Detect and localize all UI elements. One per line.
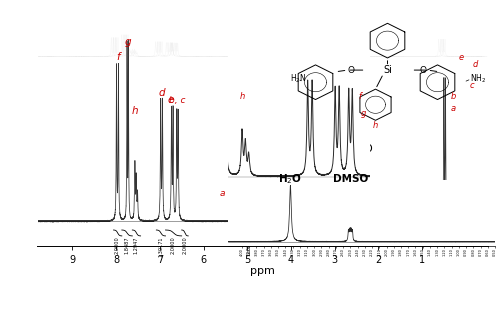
Text: 1.30171: 1.30171 [158,237,164,257]
X-axis label: ppm: ppm [250,266,275,276]
Text: h: h [132,106,138,117]
Text: d: d [473,60,478,69]
Text: a: a [219,189,224,198]
Text: 1.8487: 1.8487 [124,237,130,254]
Text: h: h [373,121,378,130]
Text: H$_2$N: H$_2$N [290,72,306,85]
Text: d: d [158,88,165,98]
Text: c: c [469,81,474,90]
Text: g: g [361,109,366,118]
Text: 2.0000: 2.0000 [247,237,252,254]
Text: Si: Si [383,65,392,75]
Text: H$_2$O: H$_2$O [278,172,302,186]
Text: 2.0000: 2.0000 [182,237,188,254]
Text: e: e [459,54,464,62]
Text: e: e [168,95,174,105]
Text: f: f [358,92,361,100]
Text: g: g [124,37,131,47]
Text: O: O [420,66,427,75]
Text: b: b [451,92,456,100]
Text: H$_2$O: H$_2$O [308,133,330,146]
Text: O: O [348,66,355,75]
Text: a: a [451,104,456,113]
Text: ppm: ppm [372,189,386,194]
Text: b, c: b, c [169,96,186,105]
Text: NH$_2$: NH$_2$ [470,72,486,85]
Text: 1.2947: 1.2947 [134,237,139,254]
Text: DMSO: DMSO [333,174,368,184]
Text: DMSO: DMSO [340,144,372,154]
Text: 2.0000: 2.0000 [171,237,176,254]
Text: 2.0000: 2.0000 [115,237,120,254]
Text: f: f [116,52,120,62]
Text: h: h [240,92,244,100]
